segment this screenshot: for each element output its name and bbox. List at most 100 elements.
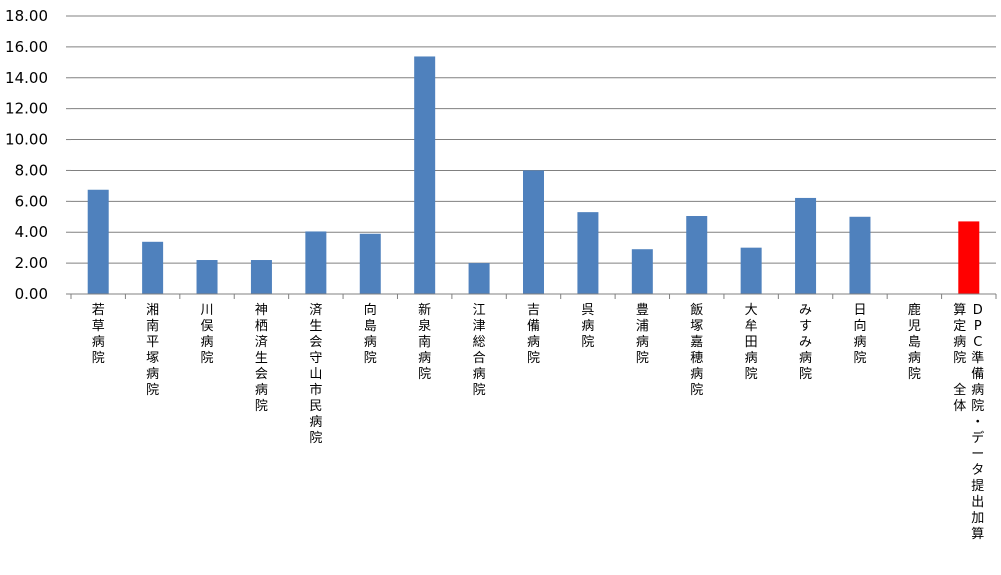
x-category-char: 院 bbox=[92, 351, 105, 366]
x-category-char: す bbox=[799, 319, 812, 334]
bar bbox=[305, 231, 327, 294]
x-category-char: 病 bbox=[146, 367, 159, 382]
x-category-char: 守 bbox=[309, 351, 322, 366]
x-category-char: 向 bbox=[853, 318, 866, 334]
x-category-char: 出 bbox=[971, 495, 984, 510]
x-category-char: 江 bbox=[473, 303, 486, 318]
y-tick-label: 18.00 bbox=[5, 7, 48, 25]
x-category-char: 向 bbox=[364, 302, 377, 318]
y-tick-labels: 0.00 2.00 4.00 6.00 8.00 10.00 12.00 14.00 16.00… bbox=[5, 7, 48, 303]
x-category-char: 飯 bbox=[690, 303, 703, 318]
x-category-char: 院 bbox=[527, 351, 540, 366]
x-category-char: 山 bbox=[309, 367, 322, 382]
x-category-char: 生 bbox=[255, 351, 268, 366]
x-category-char: 湘 bbox=[146, 303, 159, 318]
x-category-char: ・ bbox=[971, 415, 984, 430]
x-category-char: 院 bbox=[364, 351, 377, 366]
x-category-char: 院 bbox=[745, 367, 758, 382]
x-category-char: 南 bbox=[418, 334, 431, 350]
x-category-char: 病 bbox=[527, 335, 540, 350]
y-tick-label: 14.00 bbox=[5, 69, 48, 87]
bar bbox=[958, 221, 980, 294]
x-category-char: 病 bbox=[745, 351, 758, 366]
bar bbox=[414, 56, 436, 294]
x-category-char: 院 bbox=[255, 399, 268, 414]
x-category-char: 大 bbox=[745, 303, 758, 318]
x-category-char: C bbox=[973, 335, 982, 350]
x-category-char: 病 bbox=[309, 415, 322, 430]
bar bbox=[740, 247, 762, 294]
x-category-char: 院 bbox=[853, 351, 866, 366]
bar bbox=[142, 241, 164, 294]
x-category-char: 病 bbox=[971, 383, 984, 398]
x-category-char: 体 bbox=[953, 399, 966, 414]
x-category-char: み bbox=[799, 335, 812, 350]
x-category-char: 日 bbox=[853, 303, 866, 318]
x-category-char: 院 bbox=[799, 367, 812, 382]
x-category-labels: 若草病院湘南平塚病院川俣病院神栖済生会病院済生会守山市民病院向島病院新泉南病院江… bbox=[92, 302, 985, 542]
y-tick-label: 4.00 bbox=[15, 223, 48, 241]
axes bbox=[66, 15, 997, 299]
x-category-char: 呉 bbox=[581, 303, 594, 318]
x-category-char: 鹿 bbox=[908, 302, 921, 318]
x-category-char: 島 bbox=[364, 319, 377, 334]
y-tick-label: 10.00 bbox=[5, 131, 48, 149]
x-category-char: 生 bbox=[309, 319, 322, 334]
y-tick-label: 0.00 bbox=[15, 285, 48, 303]
x-category-char: 病 bbox=[201, 335, 214, 350]
gridlines bbox=[71, 15, 996, 264]
bars bbox=[87, 56, 980, 294]
x-category-char: 浦 bbox=[636, 319, 649, 334]
x-category-char: 草 bbox=[92, 319, 105, 334]
x-category-char bbox=[953, 367, 966, 382]
x-category-char: 南 bbox=[146, 318, 159, 334]
x-category-char: 病 bbox=[364, 335, 377, 350]
x-category-char: 会 bbox=[255, 367, 268, 382]
x-category-char: ー bbox=[971, 447, 984, 462]
x-category-char: 済 bbox=[255, 334, 268, 350]
x-category-char: 全 bbox=[953, 382, 966, 398]
x-category-char: 病 bbox=[581, 319, 594, 334]
x-category-char: 島 bbox=[908, 335, 921, 350]
x-category-char: 院 bbox=[908, 367, 921, 382]
x-category-char: 病 bbox=[799, 351, 812, 366]
x-category-char: 総 bbox=[473, 335, 486, 350]
x-category-char: 備 bbox=[527, 318, 540, 334]
x-category-char: 院 bbox=[581, 335, 594, 350]
x-category-char: 備 bbox=[971, 366, 984, 382]
bar bbox=[523, 170, 544, 294]
x-category-char: 院 bbox=[690, 383, 703, 398]
x-category-char: P bbox=[974, 319, 982, 334]
x-category-char: 算 bbox=[971, 527, 984, 542]
x-category-char: 新 bbox=[418, 302, 431, 318]
x-category-char: デ bbox=[971, 430, 984, 446]
x-category-char: 院 bbox=[309, 431, 322, 446]
x-category-char: 加 bbox=[971, 511, 984, 526]
x-category-char: 院 bbox=[146, 383, 159, 398]
bar bbox=[250, 260, 272, 294]
bar bbox=[577, 212, 599, 294]
x-category-char: 病 bbox=[690, 367, 703, 382]
x-category-char: 定 bbox=[953, 319, 966, 334]
x-category-char: 川 bbox=[201, 303, 214, 318]
x-category-char: 院 bbox=[473, 383, 486, 398]
bar bbox=[631, 249, 653, 294]
y-tick-label: 8.00 bbox=[15, 161, 48, 179]
x-category-char: 穂 bbox=[690, 351, 703, 366]
x-category-char: 算 bbox=[953, 303, 966, 318]
y-tick-label: 6.00 bbox=[15, 192, 48, 210]
y-tick-label: 16.00 bbox=[5, 38, 48, 56]
